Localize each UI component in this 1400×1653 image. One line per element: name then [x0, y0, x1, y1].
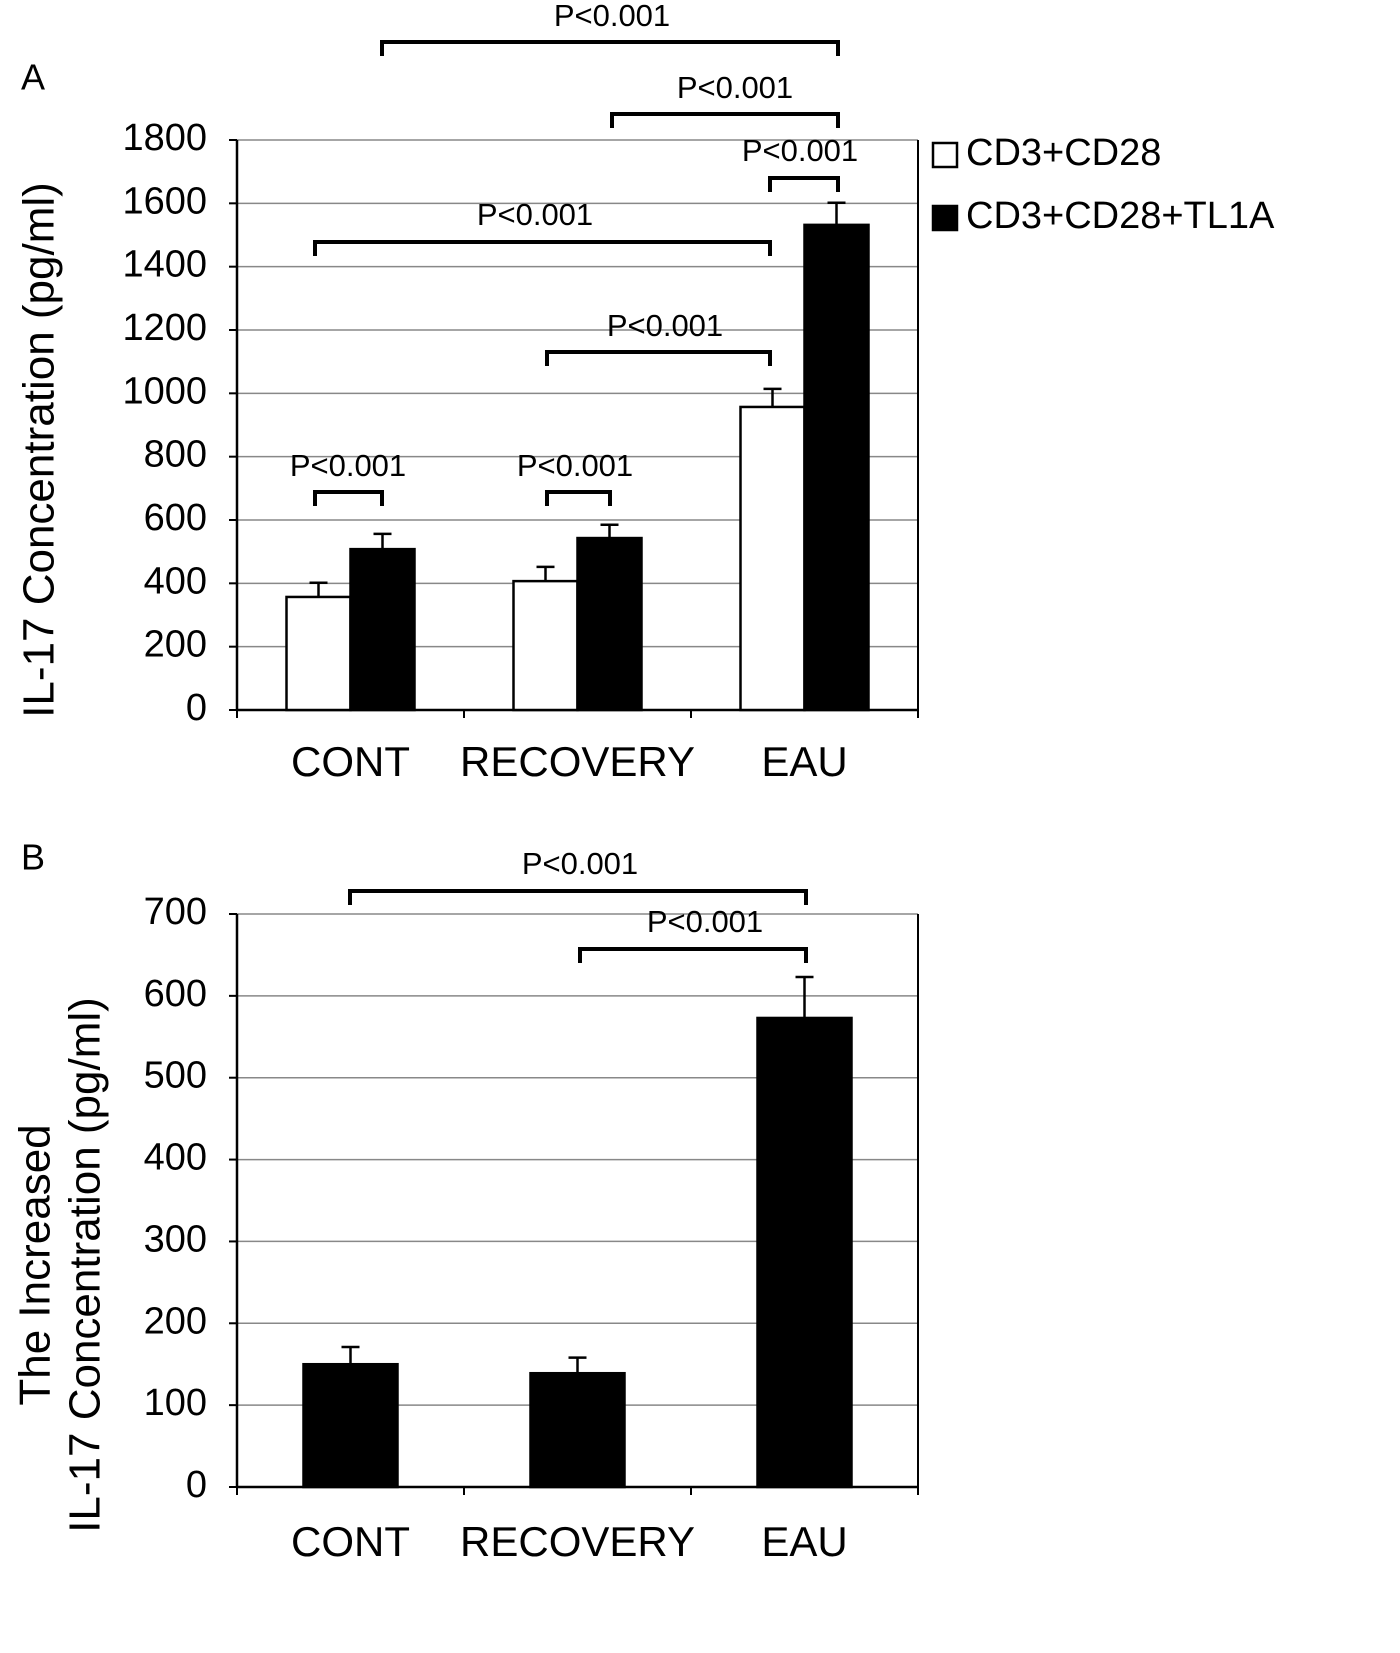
y-tick-label: 600 [144, 973, 207, 1015]
bar [803, 223, 870, 712]
bar [576, 536, 643, 712]
y-tick-label: 800 [144, 434, 207, 476]
y-tick-label: 300 [144, 1218, 207, 1260]
significance-bracket [768, 176, 840, 192]
bar [529, 1371, 626, 1489]
y-tick-label: 700 [144, 891, 207, 933]
y-tick-label: 200 [144, 624, 207, 666]
significance-label: P<0.001 [742, 133, 858, 168]
bar [512, 579, 579, 712]
y-tick-label: 0 [186, 687, 207, 729]
y-tick-label: 1800 [122, 117, 207, 159]
x-tick-label: CONT [291, 1518, 410, 1565]
y-tick-label: 100 [144, 1382, 207, 1424]
y-tick-label: 1000 [122, 370, 207, 412]
bar [739, 405, 806, 712]
y-tick-label: 1400 [122, 244, 207, 286]
y-axis-title: IL-17 Concentration (pg/ml) [15, 182, 64, 718]
x-tick-label: RECOVERY [460, 738, 695, 785]
y-tick-label: 1200 [122, 307, 207, 349]
significance-label: P<0.001 [607, 308, 723, 343]
x-tick-label: EAU [761, 1518, 847, 1565]
panel-label: A [21, 57, 45, 98]
significance-label: P<0.001 [554, 0, 670, 33]
y-tick-label: 600 [144, 497, 207, 539]
x-tick-label: RECOVERY [460, 1518, 695, 1565]
significance-bracket [545, 490, 612, 506]
significance-bracket [545, 350, 772, 366]
significance-bracket [610, 112, 840, 128]
significance-label: P<0.001 [522, 846, 638, 881]
significance-label: P<0.001 [517, 448, 633, 483]
significance-label: P<0.001 [677, 70, 793, 105]
significance-label: P<0.001 [647, 904, 763, 939]
legend-label: CD3+CD28+TL1A [966, 195, 1275, 237]
significance-bracket [313, 490, 384, 506]
significance-label: P<0.001 [290, 448, 406, 483]
legend-label: CD3+CD28 [966, 132, 1161, 174]
panel-label: B [21, 837, 45, 878]
x-tick-label: EAU [761, 738, 847, 785]
bar [756, 1016, 853, 1489]
significance-label: P<0.001 [477, 197, 593, 232]
bar [349, 547, 416, 712]
significance-bracket [578, 947, 808, 963]
bar [302, 1362, 399, 1489]
significance-bracket [313, 240, 772, 256]
y-axis-title: The Increased [11, 1124, 60, 1405]
significance-bracket [348, 889, 808, 905]
x-tick-label: CONT [291, 738, 410, 785]
y-axis-title: IL-17 Concentration (pg/ml) [61, 997, 110, 1533]
legend-swatch [931, 204, 959, 232]
y-tick-label: 200 [144, 1300, 207, 1342]
legend-swatch [931, 141, 959, 169]
y-tick-label: 0 [186, 1464, 207, 1506]
y-tick-label: 500 [144, 1055, 207, 1097]
bar [285, 595, 352, 712]
y-tick-label: 400 [144, 1137, 207, 1179]
significance-bracket [380, 40, 840, 56]
y-tick-label: 1600 [122, 180, 207, 222]
y-tick-label: 400 [144, 560, 207, 602]
